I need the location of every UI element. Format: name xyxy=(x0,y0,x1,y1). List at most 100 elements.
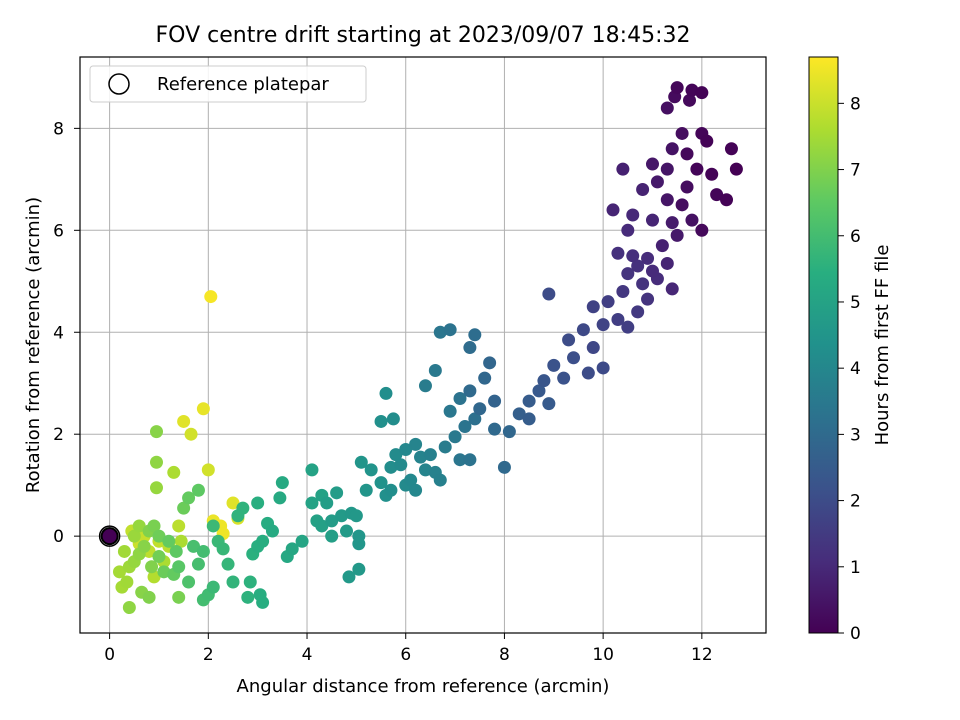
scatter-point xyxy=(586,341,600,355)
scatter-point xyxy=(120,575,134,589)
scatter-point xyxy=(335,509,349,523)
scatter-point xyxy=(458,420,472,434)
scatter-point xyxy=(325,529,339,543)
scatter-point xyxy=(675,198,689,212)
legend-marker xyxy=(108,73,130,95)
scatter-point xyxy=(226,496,240,510)
scatter-point xyxy=(184,427,198,441)
y-tick-label: 0 xyxy=(53,527,64,547)
scatter-point xyxy=(149,455,163,469)
scatter-point xyxy=(650,175,664,189)
scatter-point xyxy=(645,213,659,227)
scatter-point xyxy=(191,557,205,571)
scatter-point xyxy=(273,491,287,505)
scatter-point xyxy=(641,251,655,265)
scatter-point xyxy=(145,560,159,574)
scatter-point xyxy=(112,565,126,579)
scatter-point xyxy=(305,496,319,510)
scatter-point xyxy=(683,93,697,107)
scatter-point xyxy=(187,539,201,553)
scatter-point xyxy=(352,537,366,551)
scatter-point xyxy=(152,550,166,564)
scatter-point xyxy=(695,86,709,100)
scatter-point xyxy=(542,397,556,411)
scatter-point xyxy=(191,483,205,497)
scatter-point xyxy=(522,412,536,426)
grid-lines xyxy=(80,57,766,633)
scatter-point xyxy=(665,282,679,296)
scatter-point xyxy=(463,384,477,398)
scatter-point xyxy=(547,358,561,372)
scatter-point xyxy=(685,213,699,227)
scatter-point xyxy=(636,183,650,197)
scatter-point xyxy=(364,463,378,477)
scatter-point xyxy=(157,565,171,579)
scatter-point xyxy=(660,162,674,176)
x-axis-ticks: 0 2 4 6 8 10 12 xyxy=(104,633,713,665)
scatter-point xyxy=(167,465,181,479)
scatter-point xyxy=(567,351,581,365)
scatter-point xyxy=(665,142,679,156)
scatter-point xyxy=(409,483,423,497)
scatter-point xyxy=(596,318,610,332)
scatter-point xyxy=(660,193,674,207)
scatter-point xyxy=(700,134,714,148)
scatter-point xyxy=(645,264,659,278)
scatter-point xyxy=(177,414,191,428)
scatter-point xyxy=(557,371,571,385)
scatter-point xyxy=(147,519,161,533)
chart-title: FOV centre drift starting at 2023/09/07 … xyxy=(156,23,691,48)
x-tick-label: 4 xyxy=(302,645,313,665)
scatter-point xyxy=(147,570,161,584)
scatter-point xyxy=(142,590,156,604)
scatter-point xyxy=(468,328,482,342)
scatter-point xyxy=(576,323,590,337)
colorbar-tick-label: 8 xyxy=(850,94,861,114)
scatter-point xyxy=(631,305,645,319)
x-tick-label: 0 xyxy=(104,645,115,665)
x-tick-label: 2 xyxy=(203,645,214,665)
scatter-point xyxy=(196,544,210,558)
scatter-point xyxy=(621,267,635,281)
y-axis-label: Rotation from reference (arcmin) xyxy=(23,197,44,493)
scatter-point xyxy=(251,496,265,510)
scatter-point xyxy=(149,481,163,495)
scatter-point xyxy=(352,562,366,576)
scatter-point xyxy=(690,162,704,176)
scatter-point xyxy=(241,590,255,604)
scatter-point xyxy=(705,167,719,181)
scatter-point xyxy=(463,341,477,355)
scatter-point xyxy=(443,404,457,418)
scatter-point xyxy=(285,542,299,556)
scatter-point xyxy=(655,239,669,253)
scatter-point xyxy=(433,473,447,487)
scatter-point xyxy=(162,534,176,548)
scatter-point xyxy=(206,580,220,594)
scatter-point xyxy=(172,560,186,574)
scatter-point xyxy=(354,455,368,469)
scatter-point xyxy=(443,323,457,337)
scatter-point xyxy=(295,534,309,548)
colorbar-ticks: 0 1 2 3 4 5 6 7 8 xyxy=(838,94,861,644)
scatter-point xyxy=(621,320,635,334)
scatter-point xyxy=(473,402,487,416)
x-tick-label: 6 xyxy=(400,645,411,665)
colorbar-tick-label: 1 xyxy=(850,558,861,578)
scatter-point xyxy=(562,333,576,347)
scatter-point xyxy=(305,463,319,477)
legend-entry-reference-platepar: Reference platepar xyxy=(157,74,329,95)
reference-point xyxy=(100,527,119,546)
scatter-point xyxy=(670,228,684,242)
scatter-point xyxy=(448,430,462,444)
x-tick-label: 12 xyxy=(691,645,713,665)
x-tick-label: 8 xyxy=(499,645,510,665)
scatter-point xyxy=(221,557,235,571)
scatter-point xyxy=(724,142,738,156)
scatter-point xyxy=(137,539,151,553)
scatter-point xyxy=(532,384,546,398)
colorbar-tick-label: 0 xyxy=(850,624,861,644)
colorbar-tick-label: 3 xyxy=(850,425,861,445)
scatter-point xyxy=(243,575,257,589)
scatter-point xyxy=(409,437,423,451)
